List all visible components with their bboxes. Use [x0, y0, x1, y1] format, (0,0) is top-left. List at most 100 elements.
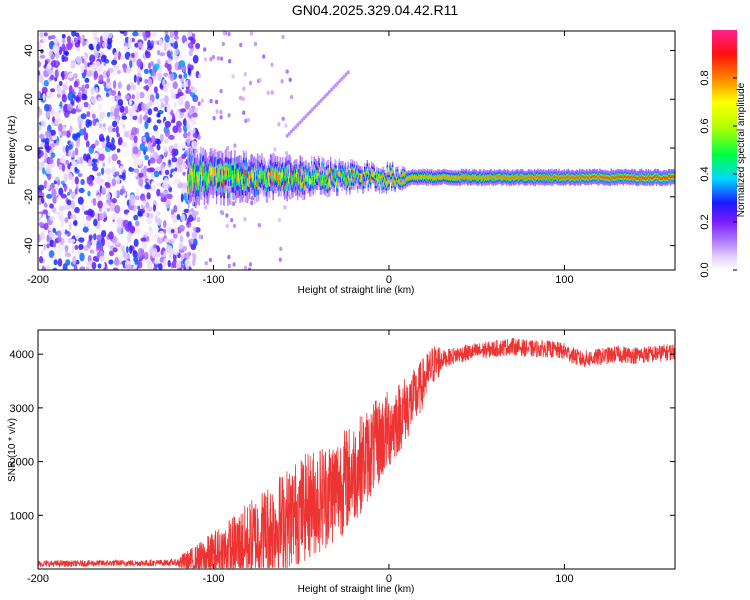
spectrogram-track-cell — [240, 171, 242, 180]
spectrogram-cell — [270, 90, 274, 95]
spectrogram-cell — [178, 242, 184, 250]
spectrogram-cell — [143, 251, 149, 261]
spectrogram-cell — [105, 33, 109, 40]
spectrogram-track-cell — [540, 176, 543, 179]
spectrogram-track-cell — [345, 180, 348, 186]
spectrogram-cell — [79, 252, 85, 262]
spectrogram-track-cell — [258, 170, 260, 178]
spectrogram-cell — [152, 71, 157, 77]
spectrogram-cell — [58, 187, 64, 196]
spectrogram-track-cell — [383, 181, 385, 186]
spectrogram-cell — [177, 182, 184, 189]
spectrogram-track-cell — [372, 171, 375, 176]
spectrogram-cell — [102, 203, 108, 211]
spectrogram-cell — [120, 55, 125, 60]
spectrogram-track-cell — [604, 175, 606, 179]
spectrogram-cell — [127, 129, 132, 135]
spectrogram-track-cell — [283, 175, 285, 183]
spectrogram-cell — [219, 88, 223, 94]
spectrogram-track-cell — [354, 176, 356, 181]
spectrogram-track-cell — [485, 175, 487, 179]
spectrogram-track-cell — [432, 176, 435, 180]
spectrogram-track-cell — [270, 169, 273, 177]
spectrogram-cell — [177, 96, 184, 106]
spectrogram-track-cell — [368, 171, 370, 176]
spectrogram-cell — [152, 75, 157, 80]
spectrogram-track-cell — [303, 181, 306, 188]
spectrogram-cell — [166, 104, 172, 114]
spectrogram-cell — [80, 35, 84, 45]
spectrogram-track-cell — [502, 176, 504, 180]
spectrogram-track-cell — [246, 179, 248, 187]
spectrogram-cell — [84, 77, 90, 83]
spectrogram-cell — [160, 102, 164, 109]
spectrogram-cell — [125, 224, 131, 232]
spectrogram-cell — [191, 231, 198, 239]
spectrogram-cell — [156, 119, 162, 124]
spectrogram-track-cell — [561, 176, 564, 180]
spectrogram-cell — [114, 51, 119, 57]
spectrogram-cell — [93, 70, 99, 79]
spectrogram-cells — [38, 31, 675, 270]
spectrogram-track-cell — [302, 181, 304, 188]
spectrogram-cell — [107, 155, 111, 165]
spectrogram-track-cell — [263, 172, 266, 181]
spectrogram-cell — [219, 115, 223, 120]
spectrogram-track-cell — [513, 177, 515, 180]
spectrogram-track-cell — [242, 166, 245, 175]
spectrogram-track-cell — [482, 176, 484, 180]
spectrogram-track-cell — [192, 176, 194, 186]
spectrogram-cell — [180, 213, 186, 222]
spectrogram-cell — [131, 111, 138, 117]
spectrogram-cell — [294, 125, 298, 130]
spectrogram-track-cell — [602, 175, 605, 179]
spectrogram-cell — [45, 130, 51, 138]
spectrogram-track-cell — [622, 176, 625, 180]
spectrogram-track-cell — [272, 178, 274, 186]
spectrogram-track-cell — [416, 175, 418, 179]
spectrogram-cell — [102, 211, 107, 219]
spectrogram-track-cell — [411, 174, 414, 178]
spectrogram-track-cell — [619, 175, 621, 179]
spectrogram-track-cell — [609, 177, 612, 180]
spectrogram-track-cell — [306, 175, 308, 182]
spectrogram-track-cell — [414, 175, 416, 179]
spectrogram-cell — [61, 72, 65, 81]
spectrogram-track-cell — [489, 175, 491, 179]
spectrogram-cell — [83, 132, 89, 141]
y-tick-label: 1000 — [10, 510, 34, 522]
spectrogram-cell — [164, 120, 172, 128]
spectrogram-track-cell — [555, 174, 558, 178]
spectrogram-cell — [83, 101, 89, 108]
spectrogram-cell — [288, 77, 292, 83]
spectrogram-track-cell — [195, 179, 197, 189]
spectrogram-cell — [92, 31, 98, 40]
spectrogram-cell — [238, 95, 243, 101]
spectrogram-cell — [117, 81, 122, 89]
spectrogram-track-cell — [343, 173, 345, 179]
spectrogram-cell — [51, 188, 57, 197]
spectrogram-cell — [81, 84, 85, 93]
spectrogram-cell — [95, 121, 100, 130]
spectrogram-cell — [41, 249, 44, 256]
spectrogram-cell — [164, 169, 170, 176]
spectrogram-cell — [220, 56, 224, 61]
spectrogram-cell — [60, 139, 64, 146]
spectrogram-track-cell — [325, 172, 328, 178]
spectrogram-track-cell — [569, 177, 571, 181]
spectrogram-cell — [93, 228, 100, 233]
spectrogram-track-cell — [534, 177, 537, 181]
spectrogram-cell — [142, 200, 146, 207]
spectrogram-cell — [227, 113, 231, 118]
spectrogram-cell — [154, 233, 160, 238]
spectrogram-cell — [95, 176, 102, 184]
spectrogram-track-cell — [574, 176, 577, 180]
spectrogram-cell — [177, 92, 184, 97]
spectrogram-cell — [89, 249, 95, 254]
spectrogram-track-cell — [211, 165, 213, 175]
spectrogram-cell — [89, 64, 96, 71]
spectrogram-track-cell — [543, 177, 545, 181]
spectrogram-track-cell — [639, 174, 641, 178]
spectrogram-track-cell — [500, 177, 503, 180]
spectrogram-cell — [57, 258, 63, 267]
